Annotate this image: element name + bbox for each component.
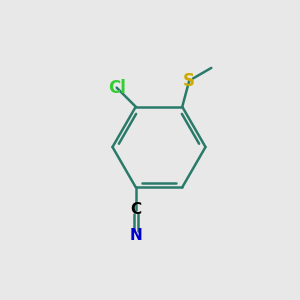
- Text: C: C: [130, 202, 141, 217]
- Text: S: S: [183, 72, 195, 90]
- Text: Cl: Cl: [108, 79, 126, 97]
- Text: N: N: [129, 228, 142, 243]
